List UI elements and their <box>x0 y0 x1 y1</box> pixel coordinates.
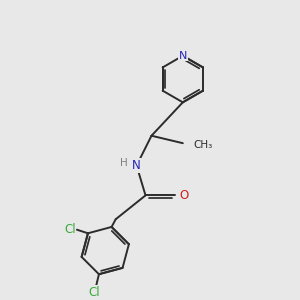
Text: Cl: Cl <box>88 286 100 298</box>
Text: Cl: Cl <box>64 223 76 236</box>
Text: O: O <box>179 189 188 202</box>
Text: H: H <box>120 158 128 168</box>
Text: N: N <box>132 159 141 172</box>
Text: CH₃: CH₃ <box>193 140 212 150</box>
Text: N: N <box>178 51 187 61</box>
